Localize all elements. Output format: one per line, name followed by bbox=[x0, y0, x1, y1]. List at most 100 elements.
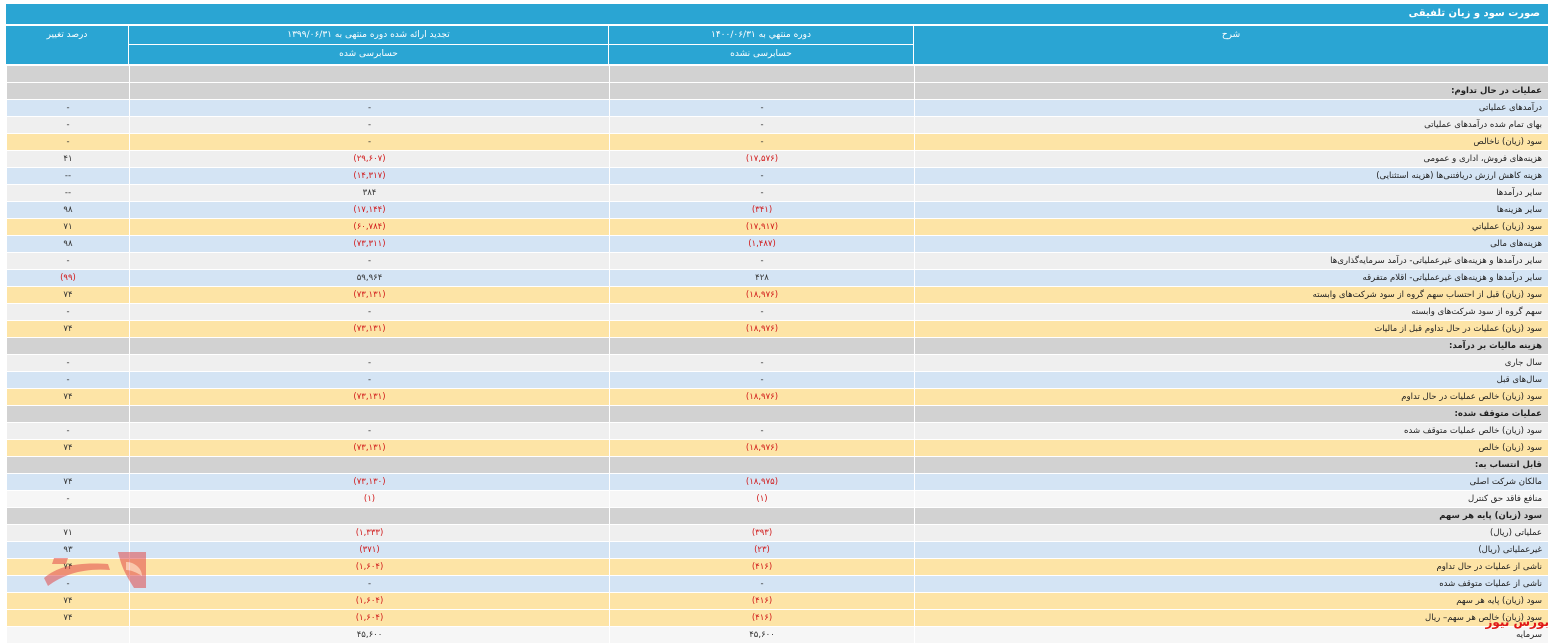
table-row: ۷۱ (۶۰,۷۸۴) (۱۷,۹۱۷) سود (زيان) عملياتي bbox=[6, 218, 1549, 236]
description-cell: سال‌های قبل bbox=[914, 371, 1549, 389]
description-cell: سود (زيان) عملیات در حال تداوم قبل از ما… bbox=[914, 320, 1549, 338]
table-row: -- ۳۸۴- سایر درآمدها bbox=[6, 184, 1549, 202]
prior-period-cell: - bbox=[129, 354, 610, 372]
current-period-cell: - bbox=[609, 133, 915, 151]
description-cell: سود (زيان) پايه هر سهم bbox=[914, 592, 1549, 610]
prior-period-cell: - bbox=[129, 99, 610, 117]
prior-period-cell: (۷۳,۱۳۱) bbox=[129, 388, 610, 406]
table-row: - - - ناشی از عملیات متوقف شده bbox=[6, 575, 1549, 593]
current-period-cell bbox=[609, 456, 915, 474]
prior-period-cell bbox=[129, 82, 610, 100]
percent-change-cell: - bbox=[6, 116, 130, 134]
table-row: ۷۴ (۱,۶۰۴) (۴۱۶) سود (زيان) پايه هر سهم bbox=[6, 592, 1549, 610]
description-cell: ناشی از عملیات متوقف شده bbox=[914, 575, 1549, 593]
description-cell bbox=[914, 65, 1549, 83]
prior-period-cell: - bbox=[129, 575, 610, 593]
percent-change-cell: -- bbox=[6, 184, 130, 202]
table-row: ۷۴ (۷۳,۱۳۱) (۱۸,۹۷۶) سود (زيان) خالص عملیات… bbox=[6, 388, 1549, 406]
current-period-cell: - bbox=[609, 116, 915, 134]
current-period-cell: (۲۳) bbox=[609, 541, 915, 559]
percent-change-cell: ۹۳ bbox=[6, 541, 130, 559]
table-row: - - - بهای تمام شده درآمدهای عملیاتی bbox=[6, 116, 1549, 134]
prior-period-cell: ۴۵,۶۰۰ bbox=[129, 626, 610, 644]
current-period-cell: (۱۸,۹۷۵) bbox=[609, 473, 915, 491]
description-cell: سود (زيان) قبل از احتساب سهم گروه از سود… bbox=[914, 286, 1549, 304]
table-header: درصد تغییر تجدید ارائه شده دوره منتهی به… bbox=[6, 26, 1548, 64]
section-row: عملیات در حال تداوم: bbox=[6, 82, 1549, 100]
table-row: ۹۳ (۳۷۱) (۲۳) غیرعملیاتی (ريال) bbox=[6, 541, 1549, 559]
percent-change-cell: - bbox=[6, 99, 130, 117]
prior-period-cell: (۱,۶۰۴) bbox=[129, 609, 610, 627]
current-period-cell: ۴۲۸ bbox=[609, 269, 915, 287]
current-period-cell: - bbox=[609, 184, 915, 202]
percent-change-cell bbox=[6, 456, 130, 474]
current-period-cell: (۱۸,۹۷۶) bbox=[609, 286, 915, 304]
current-period-cell bbox=[609, 405, 915, 423]
table-row: ۷۴ (۷۳,۱۳۱) (۱۸,۹۷۶) سود (زيان) عملیات در ح… bbox=[6, 320, 1549, 338]
prior-period-cell: (۲۹,۶۰۷) bbox=[129, 150, 610, 168]
prior-period-cell: (۳۷۱) bbox=[129, 541, 610, 559]
percent-change-cell: - bbox=[6, 303, 130, 321]
percent-change-cell bbox=[6, 337, 130, 355]
current-period-cell: (۳۴۱) bbox=[609, 201, 915, 219]
percent-change-cell: ۷۴ bbox=[6, 609, 130, 627]
description-cell: سایر درآمدها و هزینه‌های غیرعملیاتی- اقل… bbox=[914, 269, 1549, 287]
prior-period-cell: (۷۳,۱۳۰) bbox=[129, 473, 610, 491]
prior-period-cell: (۷۳,۱۳۱) bbox=[129, 320, 610, 338]
prior-period-cell: - bbox=[129, 252, 610, 270]
percent-change-cell bbox=[6, 82, 130, 100]
prior-period-cell bbox=[129, 507, 610, 525]
description-cell: سود (زيان) پايه هر سهم bbox=[914, 507, 1549, 525]
description-cell: منافع فاقد حق کنترل bbox=[914, 490, 1549, 508]
prior-period-cell bbox=[129, 337, 610, 355]
current-period-cell: - bbox=[609, 371, 915, 389]
percent-change-cell: ۷۴ bbox=[6, 320, 130, 338]
percent-change-cell: ۹۸ bbox=[6, 235, 130, 253]
prior-period-cell: (۷۳,۱۳۱) bbox=[129, 286, 610, 304]
description-cell: عملیاتی (ريال) bbox=[914, 524, 1549, 542]
description-cell: سهم گروه از سود شرکت‌های وابسته bbox=[914, 303, 1549, 321]
prior-period-cell: - bbox=[129, 303, 610, 321]
prior-period-cell: (۱۴,۳۱۷) bbox=[129, 167, 610, 185]
percent-change-cell bbox=[6, 626, 130, 644]
current-period-cell: (۱۷,۵۷۶) bbox=[609, 150, 915, 168]
percent-change-cell bbox=[6, 507, 130, 525]
table-row: ۴۱ (۲۹,۶۰۷) (۱۷,۵۷۶) هزینه‌های فروش، اداری … bbox=[6, 150, 1549, 168]
current-period-cell bbox=[609, 82, 915, 100]
description-cell: سایر درآمدها bbox=[914, 184, 1549, 202]
percent-change-cell: ۹۸ bbox=[6, 201, 130, 219]
prior-period-cell: (۱,۶۰۴) bbox=[129, 592, 610, 610]
section-row: عملیات متوقف شده: bbox=[6, 405, 1549, 423]
percent-change-cell: ۷۴ bbox=[6, 592, 130, 610]
prior-period-cell: (۶۰,۷۸۴) bbox=[129, 218, 610, 236]
current-period-cell: (۱۸,۹۷۶) bbox=[609, 320, 915, 338]
percent-change-cell: ۷۱ bbox=[6, 218, 130, 236]
current-period-cell: ۴۵,۶۰۰ bbox=[609, 626, 915, 644]
header-percent-change: درصد تغییر bbox=[46, 30, 88, 40]
current-period-cell: (۱۸,۹۷۶) bbox=[609, 439, 915, 457]
prior-period-cell: - bbox=[129, 116, 610, 134]
report-title: صورت سود و زیان تلفیقی bbox=[6, 4, 1548, 24]
percent-change-cell: - bbox=[6, 490, 130, 508]
table-row bbox=[6, 65, 1549, 83]
percent-change-cell: ۷۴ bbox=[6, 388, 130, 406]
section-row: قابل انتساب به: bbox=[6, 456, 1549, 474]
prior-period-cell: - bbox=[129, 133, 610, 151]
table-row: - - - سود (زيان) ناخالص bbox=[6, 133, 1549, 151]
description-cell: غیرعملیاتی (ريال) bbox=[914, 541, 1549, 559]
current-period-cell: (۴۱۶) bbox=[609, 592, 915, 610]
table-row: ۷۱ (۱,۳۳۳) (۳۹۳) عملیاتی (ريال) bbox=[6, 524, 1549, 542]
prior-period-cell: ۳۸۴ bbox=[129, 184, 610, 202]
watermark-logo-icon bbox=[44, 552, 146, 588]
description-cell: مالکان شرکت اصلی bbox=[914, 473, 1549, 491]
prior-period-cell: (۱) bbox=[129, 490, 610, 508]
percent-change-cell: ۷۱ bbox=[6, 524, 130, 542]
percent-change-cell: - bbox=[6, 133, 130, 151]
percent-change-cell: - bbox=[6, 422, 130, 440]
table-row: ۹۸ (۱۷,۱۴۴) (۳۴۱) سایر هزینه‌ها bbox=[6, 201, 1549, 219]
description-cell: سود (زيان) خالص bbox=[914, 439, 1549, 457]
prior-period-cell: (۷۳,۱۳۱) bbox=[129, 439, 610, 457]
table-row: - - - درآمدهای عملیاتی bbox=[6, 99, 1549, 117]
description-cell: سود (زيان) خالص عملیات متوقف شده bbox=[914, 422, 1549, 440]
header-prior-period: تجدید ارائه شده دوره منتهی به ۱۳۹۹/۰۶/۳۱ bbox=[287, 30, 450, 40]
